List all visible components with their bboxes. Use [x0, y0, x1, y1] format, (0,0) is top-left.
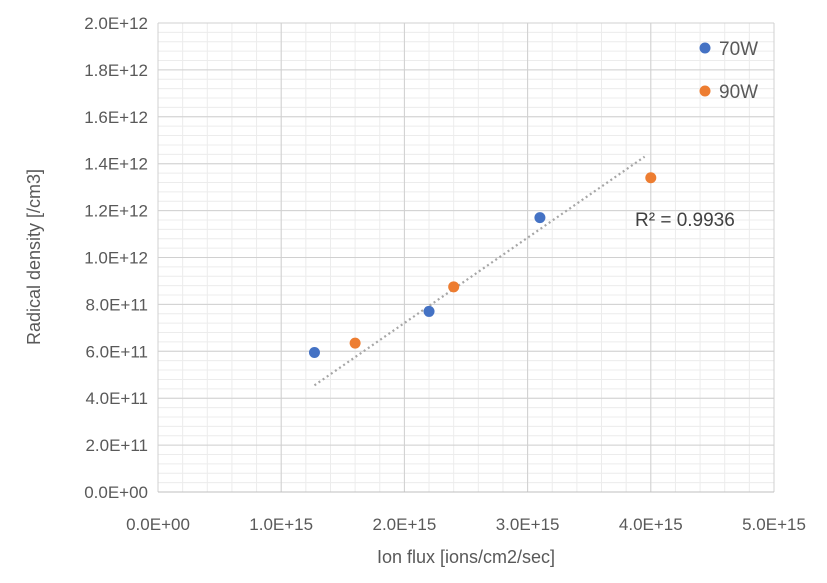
x-tick-label: 3.0E+15: [496, 515, 560, 534]
y-tick-label: 2.0E+11: [85, 436, 148, 455]
data-point-90w: [349, 337, 361, 349]
y-tick-label: 1.4E+12: [84, 155, 148, 174]
y-axis-tick-labels: 0.0E+00 2.0E+11 4.0E+11 6.0E+11 8.0E+11 1.0E+…: [84, 14, 148, 502]
data-point-90w: [448, 281, 460, 293]
legend: 70W 90W: [699, 39, 758, 103]
trendline: [313, 155, 646, 387]
data-point-70w: [534, 212, 546, 224]
y-tick-label: 4.0E+11: [85, 389, 148, 408]
data-point-70w: [308, 346, 320, 358]
y-axis-title: Radical density [/cm3]: [24, 169, 44, 345]
legend-marker-90w: [699, 85, 711, 97]
legend-marker-70w: [699, 42, 711, 54]
data-point-70w: [423, 305, 435, 317]
y-tick-label: 1.6E+12: [84, 108, 148, 127]
x-axis-tick-labels: 0.0E+00 1.0E+15 2.0E+15 3.0E+15 4.0E+15 5.0E+…: [126, 515, 806, 534]
y-tick-label: 0.0E+00: [84, 483, 148, 502]
y-tick-label: 8.0E+11: [85, 295, 148, 314]
x-tick-label: 1.0E+15: [249, 515, 313, 534]
x-axis-title: Ion flux [ions/cm2/sec]: [377, 547, 555, 567]
legend-label-70w: 70W: [719, 39, 758, 60]
x-tick-label: 2.0E+15: [372, 515, 436, 534]
x-tick-label: 4.0E+15: [619, 515, 683, 534]
y-tick-label: 1.0E+12: [84, 249, 148, 268]
legend-label-90w: 90W: [719, 82, 758, 103]
x-tick-label: 0.0E+00: [126, 515, 190, 534]
data-points: [308, 172, 657, 358]
y-tick-label: 6.0E+11: [85, 342, 148, 361]
major-gridlines: [157, 22, 775, 493]
r-squared-annotation: R² = 0.9936: [635, 210, 735, 231]
data-point-90w: [645, 172, 657, 184]
y-tick-label: 1.2E+12: [84, 202, 148, 221]
x-tick-label: 5.0E+15: [742, 515, 806, 534]
y-tick-label: 1.8E+12: [84, 61, 148, 80]
y-tick-label: 2.0E+12: [84, 14, 148, 33]
